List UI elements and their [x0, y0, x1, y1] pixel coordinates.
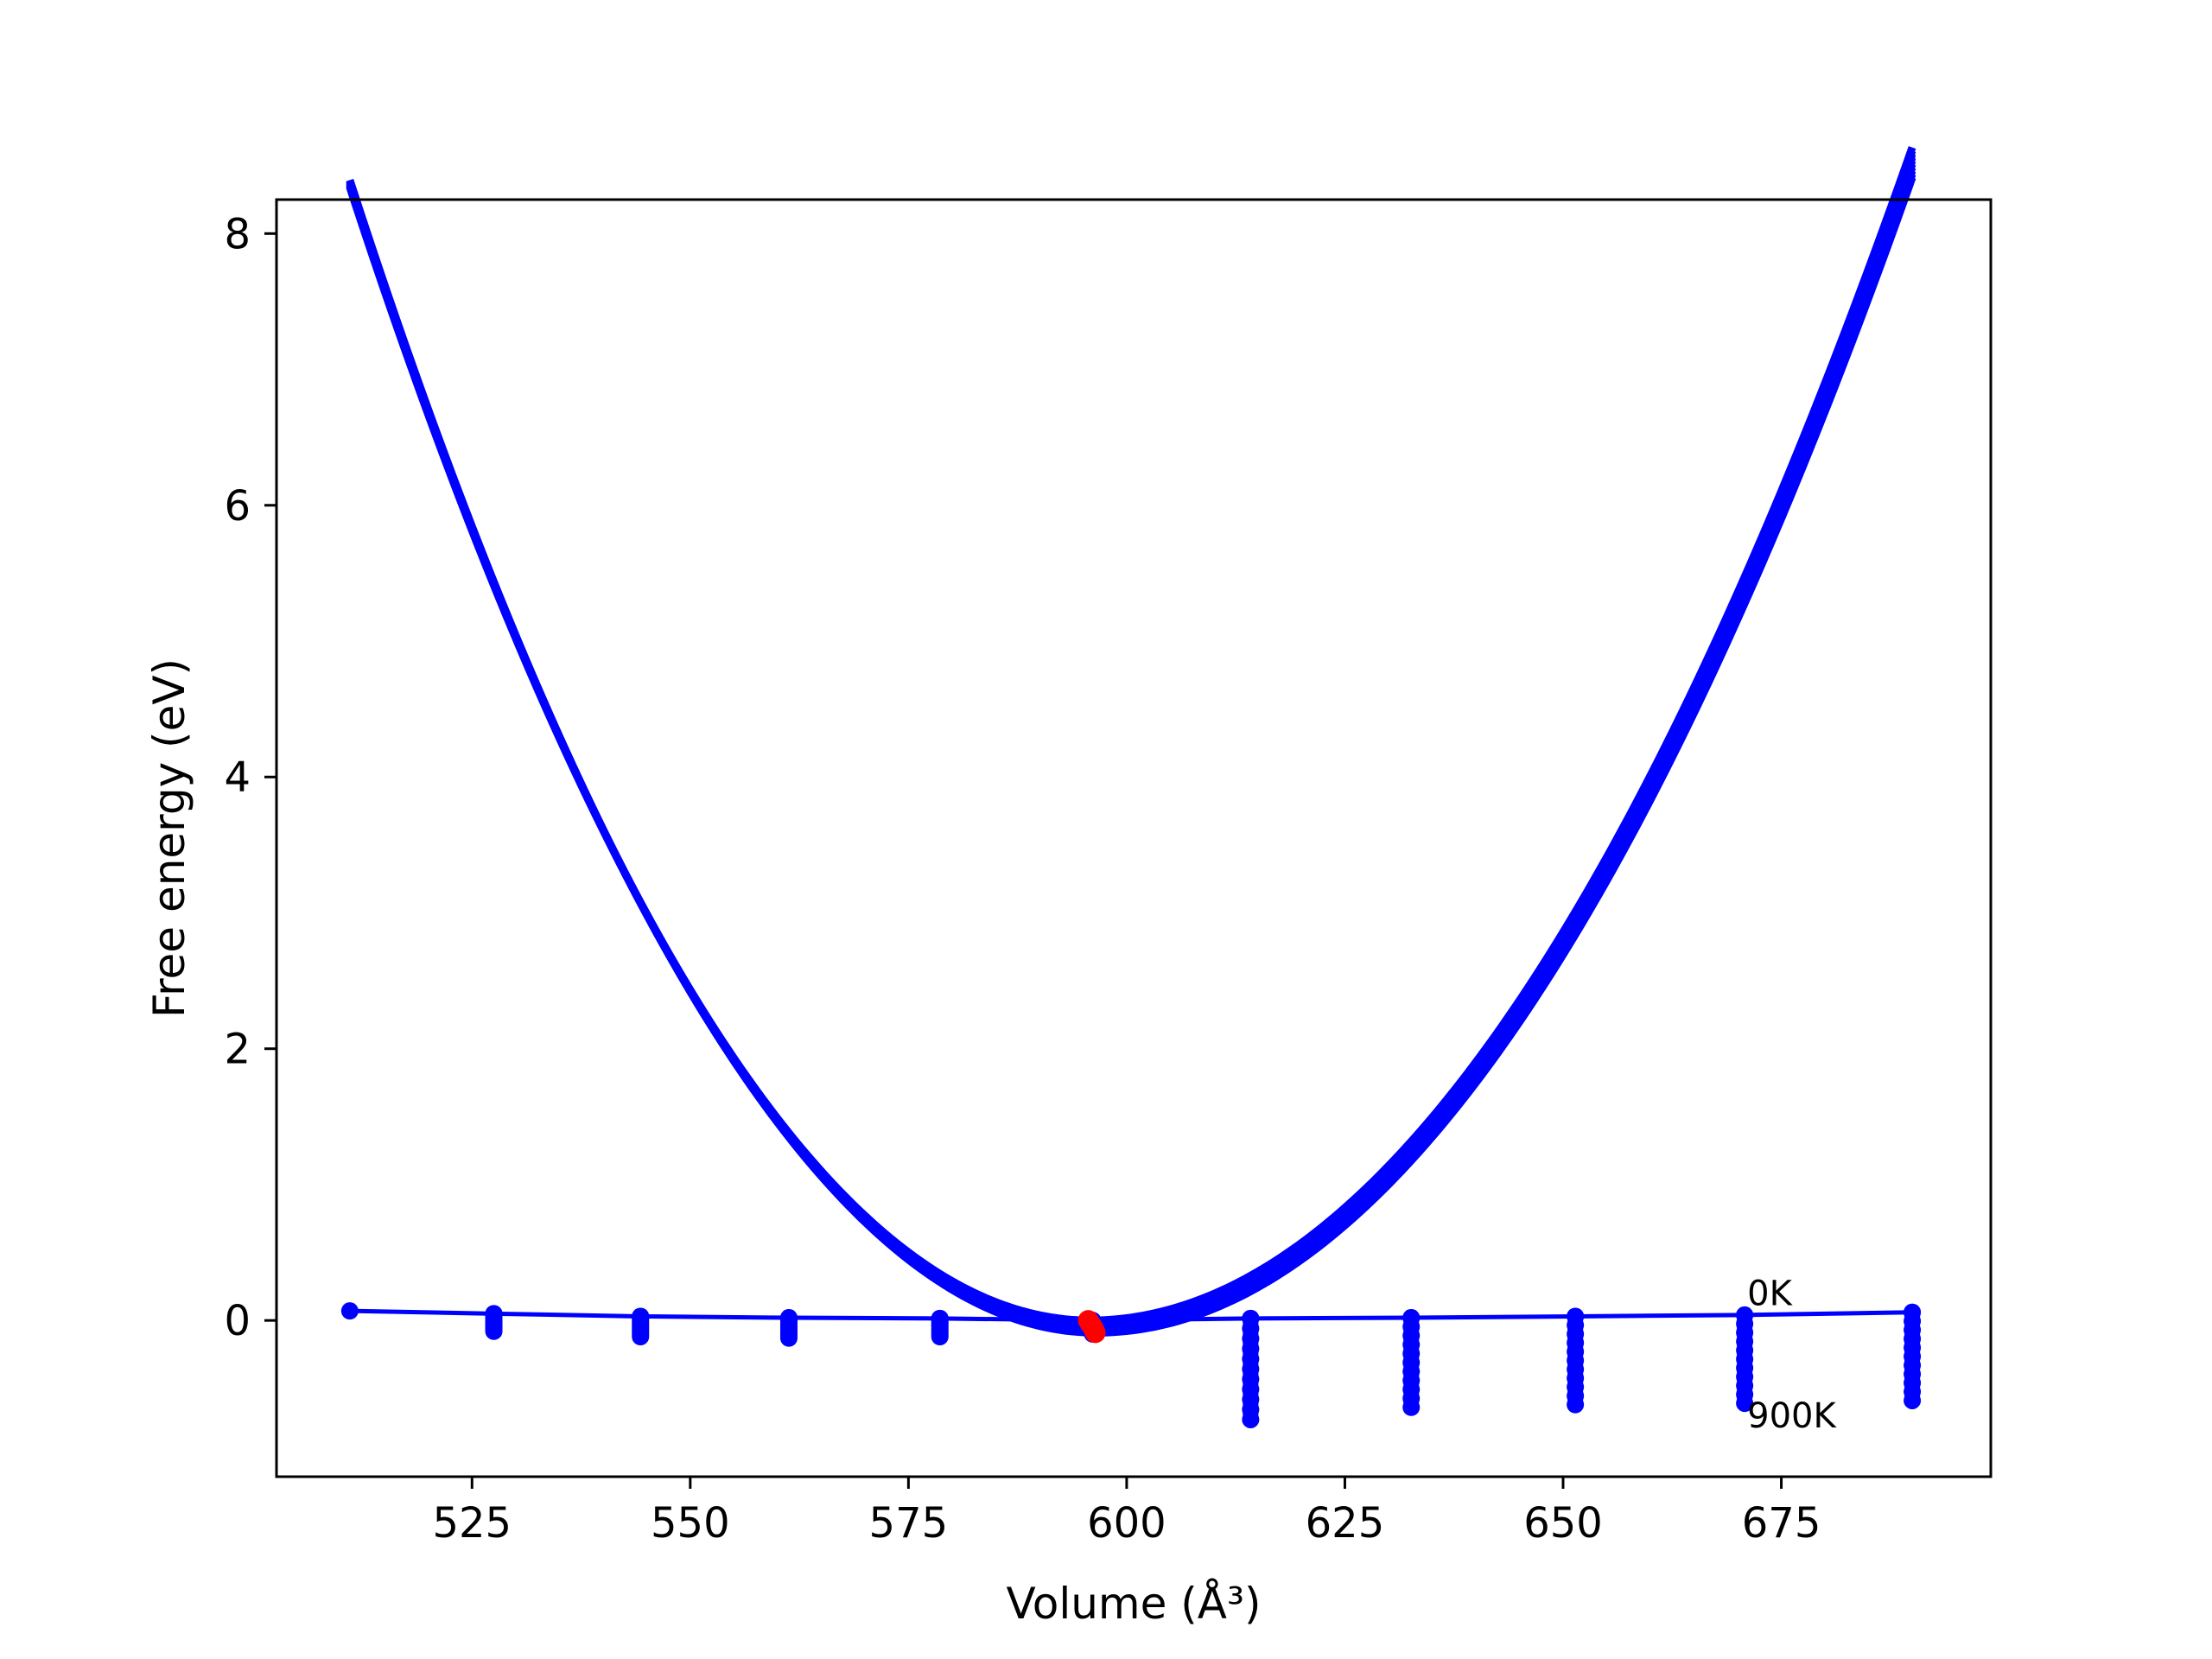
temperature-point — [779, 1329, 798, 1347]
data-point-0k — [340, 1302, 359, 1320]
y-tick-label: 0 — [224, 1297, 251, 1345]
temperature-point — [1402, 1398, 1421, 1416]
x-tick-label: 550 — [651, 1499, 730, 1548]
y-axis-label: Free energy (eV) — [144, 658, 194, 1018]
data-point-0k — [1402, 1309, 1421, 1327]
plot-frame — [275, 198, 1993, 1478]
minimum-point — [1084, 1322, 1106, 1344]
data-point-0k — [931, 1309, 949, 1327]
data-point-0k — [1904, 1303, 1922, 1321]
temperature-point — [1904, 1391, 1922, 1409]
annotations: 0K 900K — [1747, 1274, 1837, 1437]
data-point-0k — [1736, 1306, 1754, 1324]
data-point-0k — [485, 1305, 503, 1323]
data-point-0k — [632, 1307, 650, 1325]
y-tick-label: 2 — [224, 1026, 251, 1074]
y-tick-label: 6 — [224, 482, 251, 531]
annotation-label: 0K — [1747, 1274, 1793, 1314]
y-axis-ticks: 0 2 4 6 8 — [224, 210, 276, 1345]
y-tick-label: 8 — [224, 210, 251, 258]
x-tick-label: 625 — [1306, 1499, 1385, 1548]
x-axis-ticks: 525 550 575 600 625 650 675 — [432, 1477, 1821, 1548]
temperature-point — [1567, 1395, 1585, 1414]
data-point-0k — [1242, 1309, 1260, 1327]
x-axis-label: Volume (Å³) — [1006, 1579, 1261, 1629]
y-tick-label: 4 — [224, 753, 251, 802]
data-point-0k — [1567, 1307, 1585, 1325]
data-point-0k — [779, 1309, 798, 1327]
temperature-point — [485, 1322, 503, 1340]
temperature-point — [931, 1328, 949, 1346]
annotation-label: 900K — [1747, 1396, 1837, 1436]
temperature-point — [632, 1328, 650, 1346]
x-tick-label: 525 — [432, 1499, 512, 1548]
x-tick-label: 650 — [1523, 1499, 1603, 1548]
temperature-point — [1736, 1395, 1754, 1413]
x-tick-label: 575 — [869, 1499, 949, 1548]
x-tick-label: 600 — [1087, 1499, 1166, 1548]
x-tick-label: 675 — [1742, 1499, 1821, 1548]
plot-layer — [340, 146, 1922, 1428]
temperature-point — [1242, 1410, 1260, 1428]
fit-curve — [346, 175, 1916, 1337]
